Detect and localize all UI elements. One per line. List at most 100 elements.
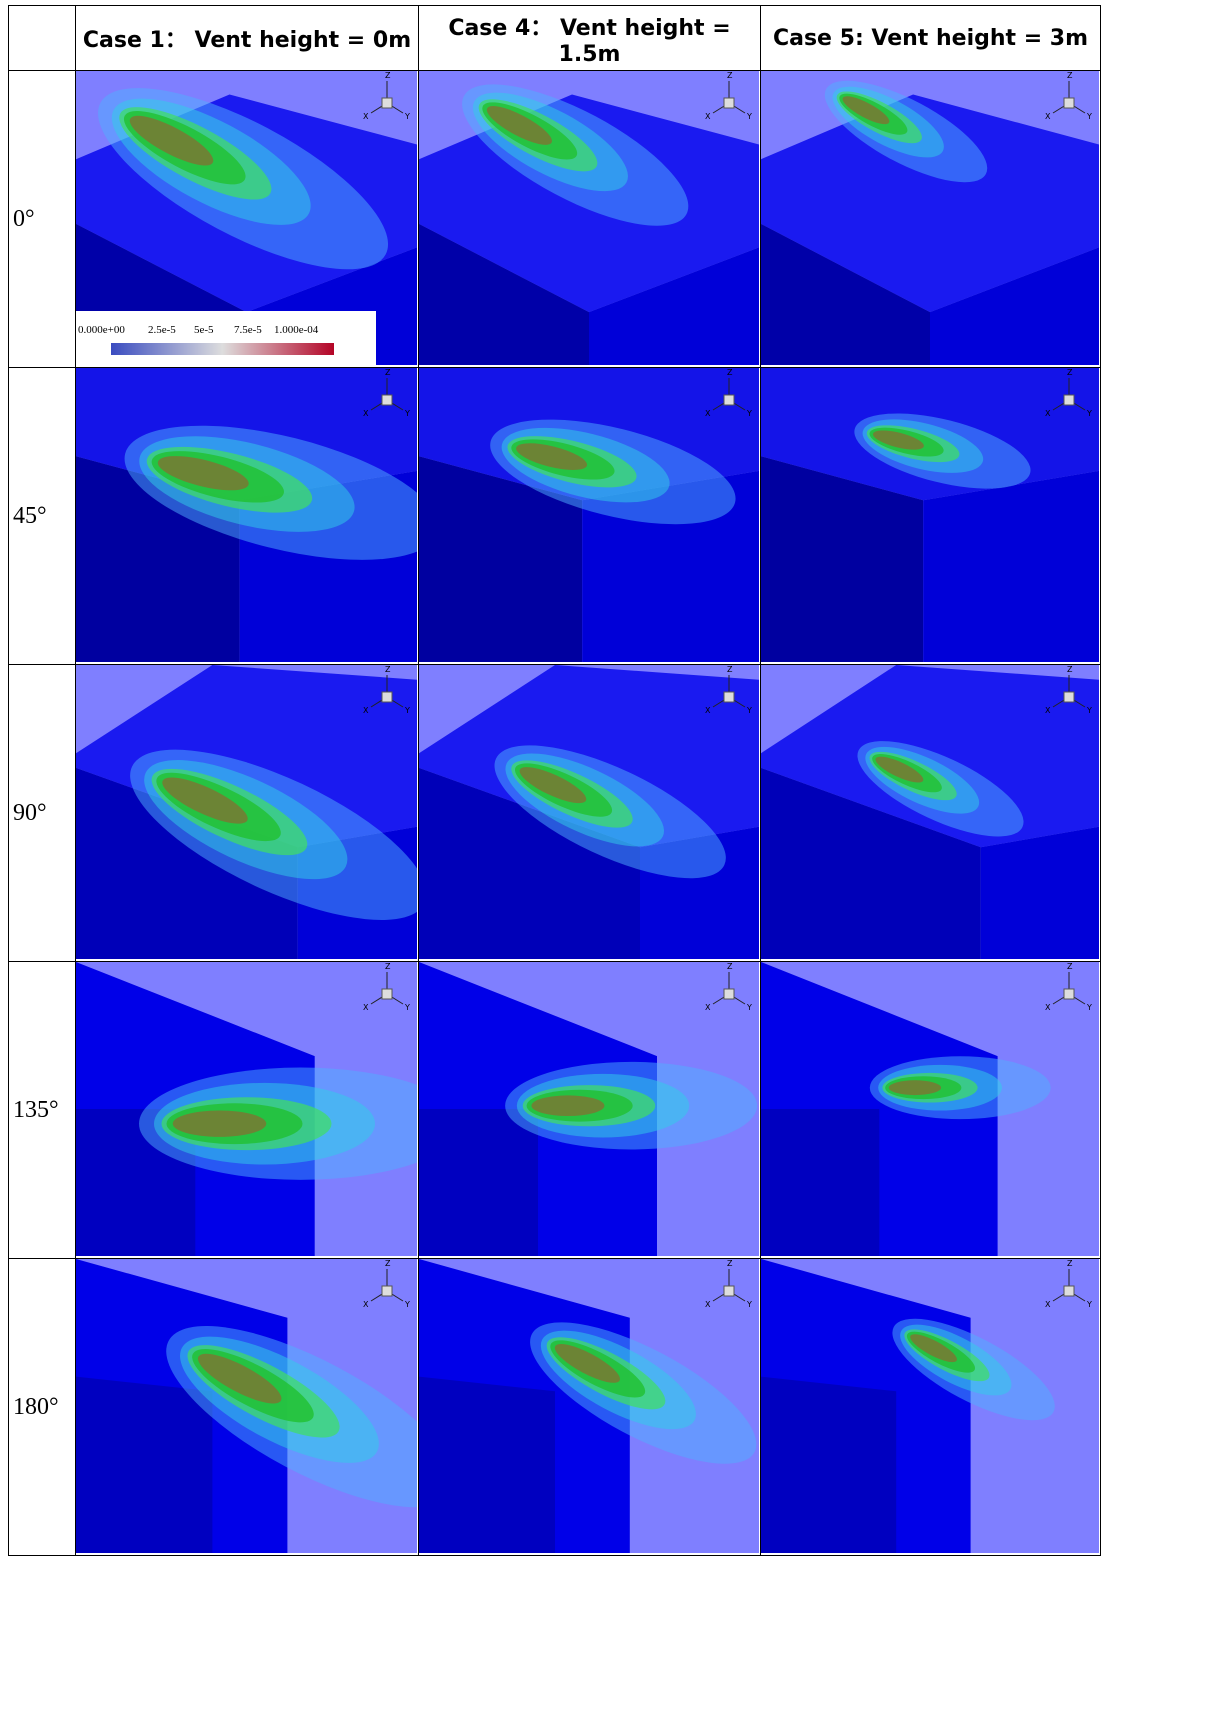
building-face bbox=[981, 827, 1099, 959]
triad-label: X bbox=[705, 706, 711, 715]
triad-label: Z bbox=[1067, 1259, 1073, 1268]
table-row: 90°ZXYZXYZXY bbox=[9, 665, 1101, 962]
triad-label: Y bbox=[746, 112, 752, 121]
image-cell: ZXY bbox=[761, 1259, 1101, 1556]
plume-image: ZXY bbox=[761, 368, 1099, 662]
row-label: 135° bbox=[9, 962, 76, 1259]
image-cell: Z X Y bbox=[419, 962, 761, 1259]
building-face bbox=[76, 1377, 212, 1553]
triad-label: X bbox=[705, 112, 711, 121]
results-table: Case 1： Vent height = 0m Case 4： Vent he… bbox=[8, 5, 1101, 1556]
triad-label: Z bbox=[727, 368, 733, 377]
triad-cube bbox=[1064, 1286, 1074, 1296]
plume-image: Z X Y bbox=[419, 665, 759, 959]
triad-label: Z bbox=[1067, 71, 1073, 80]
triad-cube bbox=[724, 395, 734, 405]
triad-cube bbox=[382, 989, 392, 999]
triad-cube bbox=[1064, 395, 1074, 405]
triad-cube bbox=[382, 692, 392, 702]
image-cell: ZXY0.000e+002.5e-55e-57.5e-51.000e-04 bbox=[76, 71, 419, 368]
triad-label: X bbox=[705, 1003, 711, 1012]
triad-label: Y bbox=[1086, 706, 1092, 715]
triad-label: Z bbox=[1067, 665, 1073, 674]
triad-label: Y bbox=[1086, 1300, 1092, 1309]
column-header: Case 5: Vent height = 3m bbox=[761, 6, 1101, 71]
building-face bbox=[761, 1109, 879, 1256]
triad-label: Y bbox=[404, 112, 410, 121]
triad-label: Y bbox=[746, 1003, 752, 1012]
triad-label: Y bbox=[746, 1300, 752, 1309]
plume-image: Z X Y bbox=[419, 71, 759, 365]
plume-image: ZXY bbox=[761, 71, 1099, 365]
triad-label: Y bbox=[1086, 409, 1092, 418]
triad-label: X bbox=[1045, 112, 1051, 121]
triad-label: Z bbox=[727, 665, 733, 674]
image-cell: Z X Y bbox=[76, 368, 419, 665]
building-face bbox=[761, 1377, 896, 1553]
triad-label: Z bbox=[385, 1259, 391, 1268]
table-row: 135°ZXYZXYZXY bbox=[9, 962, 1101, 1259]
triad-cube bbox=[724, 692, 734, 702]
image-cell: ZXY bbox=[761, 665, 1101, 962]
triad-label: X bbox=[363, 409, 369, 418]
triad-label: Y bbox=[404, 409, 410, 418]
row-label: 0° bbox=[9, 71, 76, 368]
column-header: Case 4： Vent height = 1.5m bbox=[419, 6, 761, 71]
triad-label: Z bbox=[727, 962, 733, 971]
triad-cube bbox=[1064, 98, 1074, 108]
triad-label: Z bbox=[385, 368, 391, 377]
triad-cube bbox=[1064, 989, 1074, 999]
triad-label: Z bbox=[727, 71, 733, 80]
triad-label: X bbox=[363, 1003, 369, 1012]
table-row: 0°ZXY0.000e+002.5e-55e-57.5e-51.000e-04Z… bbox=[9, 71, 1101, 368]
triad-label: Y bbox=[746, 409, 752, 418]
building-face bbox=[419, 1377, 555, 1553]
plume-layer bbox=[531, 1095, 604, 1116]
triad-label: Y bbox=[746, 706, 752, 715]
colorbar-tick-label: 5e-5 bbox=[194, 324, 214, 336]
row-label: 180° bbox=[9, 1259, 76, 1556]
triad-label: Z bbox=[385, 962, 391, 971]
colorbar-tick-label: 1.000e-04 bbox=[274, 324, 319, 336]
plume bbox=[505, 1062, 757, 1150]
page: Case 1： Vent height = 0m Case 4： Vent he… bbox=[0, 0, 1208, 1725]
triad-label: Z bbox=[1067, 962, 1073, 971]
plume-layer bbox=[889, 1080, 941, 1095]
image-cell: ZXY bbox=[761, 368, 1101, 665]
plume bbox=[870, 1056, 1051, 1119]
triad-cube bbox=[1064, 692, 1074, 702]
image-cell: Z X Y bbox=[419, 665, 761, 962]
header-row: Case 1： Vent height = 0m Case 4： Vent he… bbox=[9, 6, 1101, 71]
triad-label: Z bbox=[727, 1259, 733, 1268]
column-header: Case 1： Vent height = 0m bbox=[76, 6, 419, 71]
plume-image: Z X Y bbox=[419, 962, 759, 1256]
triad-cube bbox=[724, 98, 734, 108]
triad-label: X bbox=[363, 1300, 369, 1309]
triad-label: X bbox=[1045, 409, 1051, 418]
triad-label: X bbox=[1045, 1003, 1051, 1012]
triad-label: X bbox=[363, 706, 369, 715]
colorbar-box bbox=[76, 311, 376, 365]
colorbar-tick-label: 0.000e+00 bbox=[78, 324, 125, 336]
triad-cube bbox=[382, 1286, 392, 1296]
triad-label: Z bbox=[385, 665, 391, 674]
image-cell: Z X Y bbox=[419, 71, 761, 368]
